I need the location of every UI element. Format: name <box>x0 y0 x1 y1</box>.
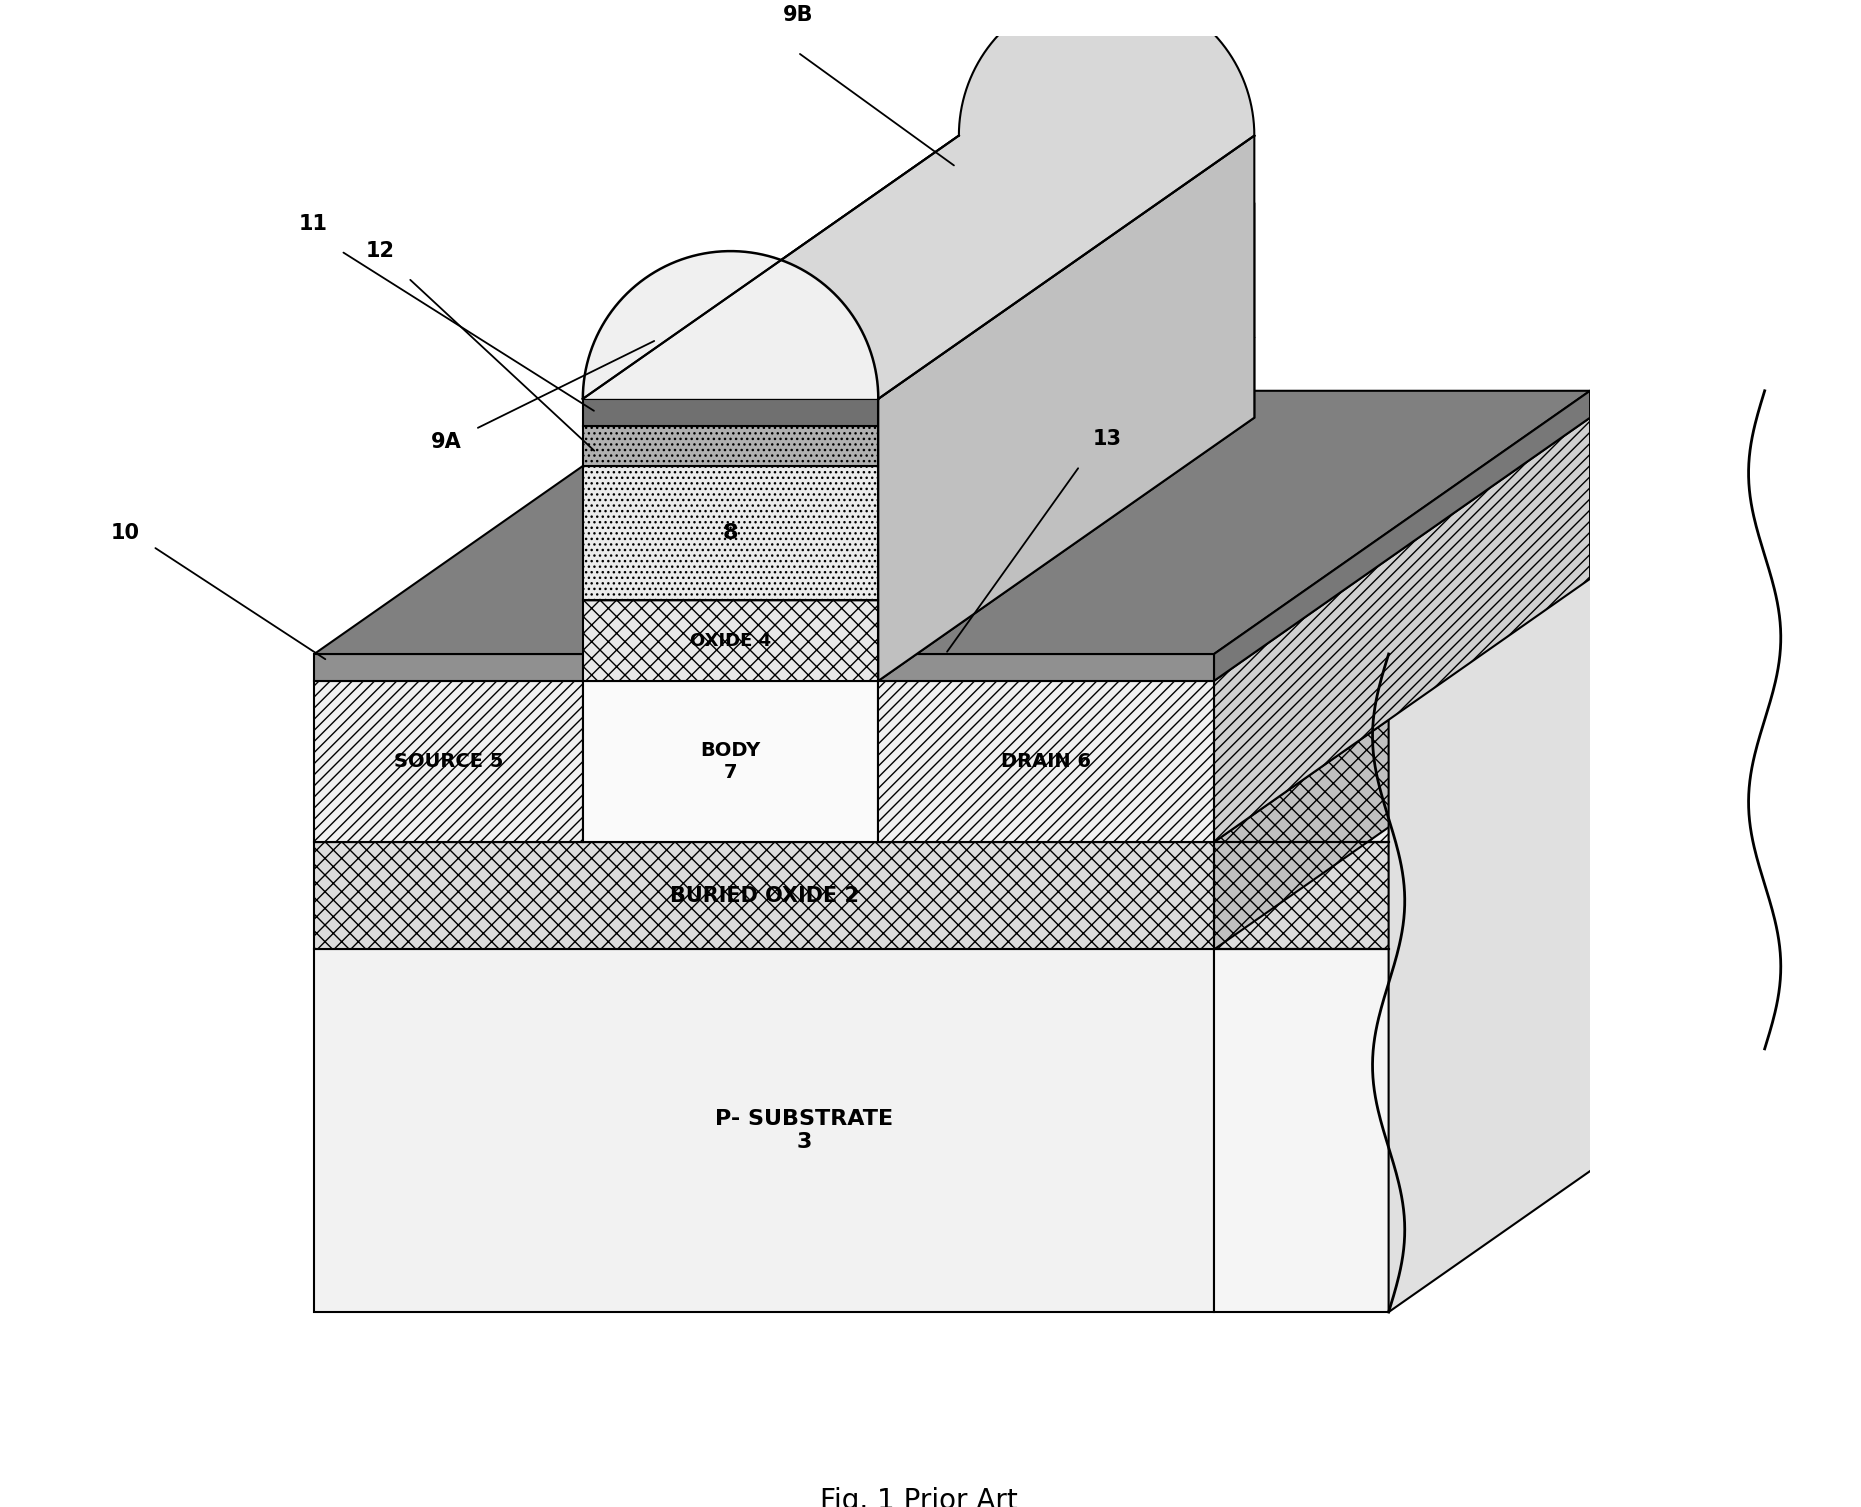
Text: DRAIN 6: DRAIN 6 <box>1001 752 1091 772</box>
Text: 9B: 9B <box>782 6 813 26</box>
Polygon shape <box>582 600 878 681</box>
Polygon shape <box>878 203 1254 600</box>
Text: P- SUBSTRATE
3: P- SUBSTRATE 3 <box>715 1109 893 1153</box>
Polygon shape <box>1213 654 1388 681</box>
Polygon shape <box>582 0 1254 399</box>
Polygon shape <box>315 654 582 681</box>
Text: 9A: 9A <box>432 433 462 452</box>
Polygon shape <box>582 425 878 466</box>
Polygon shape <box>1213 390 1589 681</box>
Polygon shape <box>1213 681 1388 1313</box>
Text: Fig. 1 Prior Art: Fig. 1 Prior Art <box>819 1487 1018 1507</box>
Polygon shape <box>1213 842 1388 949</box>
Polygon shape <box>582 136 1254 399</box>
Text: 12: 12 <box>367 241 395 261</box>
Polygon shape <box>315 417 958 681</box>
Polygon shape <box>315 949 1213 1313</box>
Text: BODY
7: BODY 7 <box>700 741 761 782</box>
Text: 11: 11 <box>298 214 328 234</box>
Polygon shape <box>315 686 1589 949</box>
Polygon shape <box>878 390 1589 654</box>
Text: BURIED OXIDE 2: BURIED OXIDE 2 <box>670 886 858 906</box>
Polygon shape <box>1213 654 1388 842</box>
Polygon shape <box>582 417 1254 681</box>
Polygon shape <box>878 654 1213 681</box>
Polygon shape <box>582 338 1254 600</box>
Text: 8: 8 <box>722 523 739 543</box>
Polygon shape <box>315 842 1213 949</box>
Polygon shape <box>315 390 958 654</box>
Polygon shape <box>878 417 1589 681</box>
Polygon shape <box>1213 579 1589 949</box>
Polygon shape <box>582 681 878 842</box>
Text: 13: 13 <box>1092 429 1122 449</box>
Polygon shape <box>878 136 1254 681</box>
Polygon shape <box>1388 390 1764 1313</box>
Polygon shape <box>1213 417 1589 842</box>
Polygon shape <box>582 252 878 399</box>
Text: 10: 10 <box>110 523 140 543</box>
Polygon shape <box>1213 686 1589 1313</box>
Polygon shape <box>315 681 582 842</box>
Polygon shape <box>582 399 878 425</box>
Polygon shape <box>315 579 1589 842</box>
Text: OXIDE 4: OXIDE 4 <box>690 631 770 650</box>
Polygon shape <box>878 681 1213 842</box>
Text: SOURCE 5: SOURCE 5 <box>395 752 502 772</box>
Polygon shape <box>582 466 878 600</box>
Polygon shape <box>582 163 1254 425</box>
Polygon shape <box>315 686 1764 949</box>
Polygon shape <box>1213 390 1764 654</box>
Polygon shape <box>878 338 1254 681</box>
Polygon shape <box>582 203 1254 466</box>
